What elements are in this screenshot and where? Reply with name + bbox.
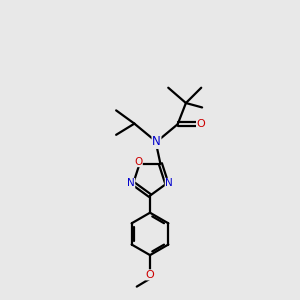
Text: O: O [134, 157, 142, 166]
Text: N: N [165, 178, 173, 188]
Text: N: N [152, 135, 161, 148]
Text: O: O [196, 119, 205, 129]
Text: N: N [127, 178, 135, 188]
Text: O: O [146, 270, 154, 280]
